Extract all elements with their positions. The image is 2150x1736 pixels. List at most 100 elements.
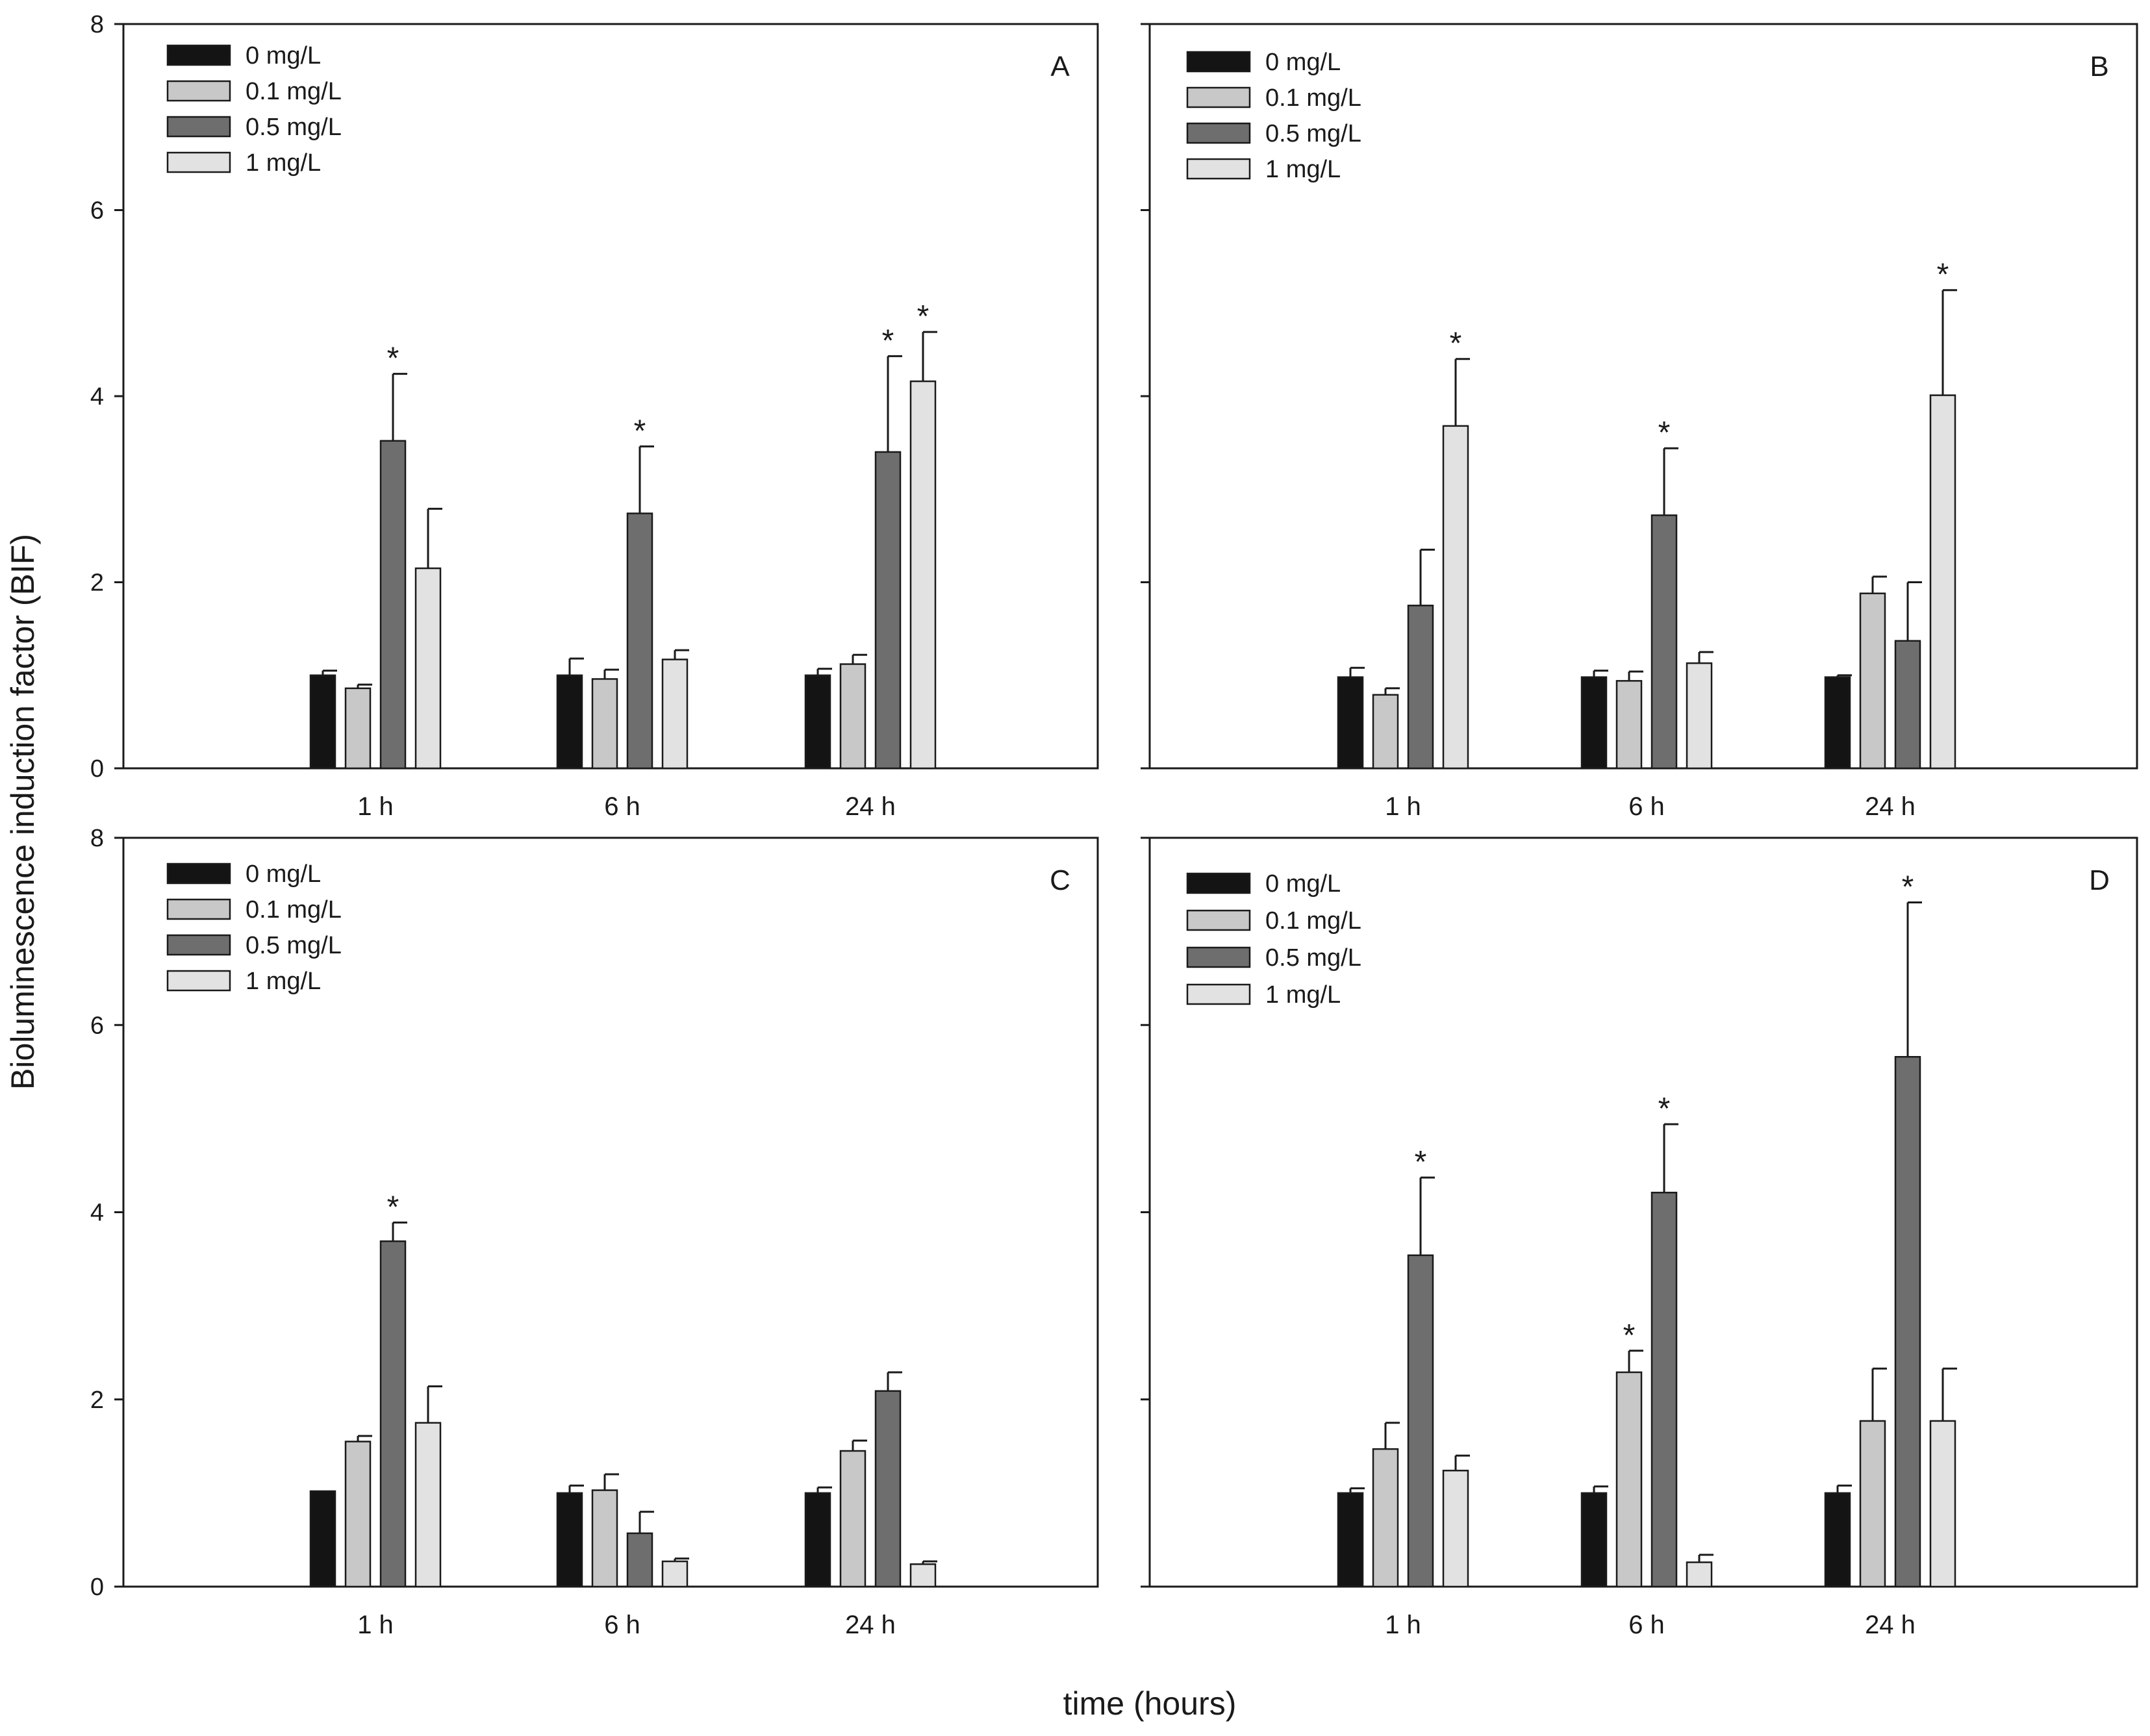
- legend-label: 0.1 mg/L: [246, 78, 342, 105]
- legend-label: 0.5 mg/L: [246, 114, 342, 141]
- bar: [1615, 1371, 1643, 1588]
- bar: [661, 659, 689, 770]
- bar: [1337, 676, 1364, 770]
- x-category-label: 24 h: [845, 1611, 896, 1639]
- legend: 0 mg/L 0.1 mg/L 0.5 mg/L 1 mg/L: [166, 42, 342, 177]
- legend-swatch: [1186, 909, 1251, 931]
- bar: [1894, 1056, 1921, 1588]
- legend-swatch: [166, 116, 231, 138]
- panels: 0 2 4 6 8 1 h 6 h 24 h * * * * 0 mg/L 0.1 mg/L 0.5 mg/…: [90, 11, 2138, 1639]
- legend: 0 mg/L 0.1 mg/L 0.5 mg/L 1 mg/L: [1186, 49, 1361, 183]
- x-category-label: 6 h: [604, 1611, 640, 1639]
- bar: [1407, 1254, 1434, 1588]
- bar: [591, 1489, 618, 1588]
- legend-swatch: [1186, 158, 1251, 180]
- panel-letter: A: [1050, 51, 1070, 82]
- bar: [591, 678, 618, 770]
- bar: [1859, 592, 1886, 770]
- bar: [1615, 680, 1643, 770]
- legend: 0 mg/L 0.1 mg/L 0.5 mg/L 1 mg/L: [1186, 870, 1361, 1009]
- y-axis-title: Bioluminescence induction factor (BIF): [5, 534, 41, 1090]
- significance-star: *: [634, 414, 646, 448]
- panel-letter: D: [2089, 864, 2110, 896]
- significance-star: *: [1658, 416, 1671, 450]
- bar: [1686, 662, 1713, 770]
- significance-star: *: [1937, 258, 1949, 292]
- legend-swatch: [166, 898, 231, 920]
- legend-swatch: [166, 80, 231, 102]
- x-axis-title: time (hours): [1063, 1685, 1237, 1722]
- bar: [874, 451, 902, 770]
- legend-swatch: [166, 862, 231, 885]
- x-category-label: 24 h: [1865, 1611, 1916, 1639]
- bar: [1442, 425, 1469, 770]
- legend-swatch: [1186, 946, 1251, 968]
- bar: [309, 674, 336, 770]
- bar: [1407, 605, 1434, 770]
- bar: [309, 1490, 336, 1588]
- y-tick-label: 8: [90, 11, 104, 38]
- bar: [1442, 1470, 1469, 1588]
- bar: [1929, 1420, 1956, 1588]
- panel-letter: C: [1050, 864, 1070, 896]
- bar: [839, 663, 866, 770]
- bar: [379, 1240, 407, 1588]
- bar: [1894, 640, 1921, 770]
- bar: [1580, 1492, 1608, 1588]
- legend-label: 1 mg/L: [1265, 156, 1341, 183]
- bar: [379, 440, 407, 770]
- legend-label: 1 mg/L: [246, 968, 321, 995]
- y-tick-label: 4: [90, 383, 104, 410]
- legend-swatch: [1186, 86, 1251, 108]
- bar: [344, 1440, 372, 1588]
- significance-star: *: [917, 299, 930, 334]
- bar: [1824, 676, 1851, 770]
- significance-star: *: [882, 323, 894, 358]
- bar: [626, 512, 653, 770]
- bar: [344, 687, 372, 770]
- panel-d: 1 h 6 h 24 h * * * * 0 mg/L 0.1 mg/L 0.5 mg/L 1 mg…: [1141, 837, 2138, 1639]
- significance-star: *: [1902, 870, 1914, 904]
- legend-label: 0.1 mg/L: [1265, 907, 1361, 935]
- y-tick-label: 6: [90, 1012, 104, 1039]
- significance-star: *: [1623, 1318, 1636, 1353]
- bar: [1859, 1420, 1886, 1588]
- legend-swatch: [1186, 122, 1251, 144]
- bar: [556, 1492, 583, 1588]
- x-category-label: 6 h: [604, 792, 640, 821]
- legend-swatch: [166, 44, 231, 66]
- legend-label: 0 mg/L: [1265, 49, 1341, 76]
- y-tick-label: 2: [90, 570, 104, 597]
- legend-label: 0 mg/L: [246, 861, 321, 888]
- y-tick-label: 8: [90, 825, 104, 852]
- x-category-label: 24 h: [1865, 792, 1916, 821]
- bar: [556, 674, 583, 770]
- bar: [1372, 1448, 1399, 1588]
- x-category-label: 6 h: [1628, 1611, 1665, 1639]
- bar: [909, 380, 937, 770]
- bar: [661, 1560, 689, 1588]
- x-category-label: 1 h: [357, 792, 394, 821]
- bar: [1650, 514, 1678, 770]
- bar: [1824, 1492, 1851, 1588]
- y-tick-label: 0: [90, 1574, 104, 1601]
- legend-swatch: [166, 970, 231, 992]
- significance-star: *: [387, 342, 399, 376]
- legend-swatch: [166, 934, 231, 956]
- legend-label: 0.5 mg/L: [1265, 944, 1361, 972]
- panel-letter: B: [2090, 51, 2108, 82]
- x-category-label: 6 h: [1628, 792, 1665, 821]
- legend-label: 1 mg/L: [246, 149, 321, 177]
- bar: [626, 1532, 653, 1588]
- y-tick-label: 2: [90, 1387, 104, 1414]
- legend-label: 0.5 mg/L: [1265, 120, 1361, 147]
- bar: [1580, 676, 1608, 770]
- bar: [414, 1422, 442, 1588]
- y-tick-label: 6: [90, 197, 104, 225]
- significance-star: *: [1415, 1145, 1427, 1179]
- bar: [839, 1450, 866, 1588]
- x-category-label: 24 h: [845, 792, 896, 821]
- significance-star: *: [1450, 327, 1462, 361]
- bar: [804, 1492, 831, 1588]
